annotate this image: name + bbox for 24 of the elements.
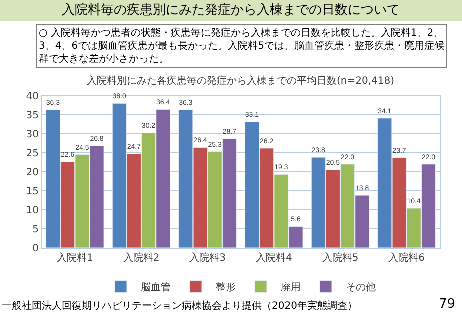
y-tick-label: 15 [26, 186, 39, 198]
y-tick-label: 35 [26, 110, 39, 122]
chart-subtitle: ○ 入院料毎かつ患者の状態・疾患毎に発症から入棟までの日数を比較した。入院料1、2、3、4、6では脳血管疾患が最も長かった。入院料5では、脳血管疾患・整形疾患・廃用症候群で大きな差が小さかった。 [39, 27, 444, 65]
text: 79 [439, 297, 456, 312]
x-tick-label: 入院料5 [322, 252, 359, 264]
x-tick-label: 入院料2 [123, 252, 160, 264]
x-tick-label: 入院料1 [56, 252, 94, 264]
y-tick-label: 0 [32, 244, 39, 254]
legend-label: 廃用 [281, 282, 301, 294]
legend-label: 整形 [216, 282, 236, 294]
y-tick-label: 5 [32, 224, 39, 236]
text: 一般社団法人回復期リハビリテーション病棟協会より提供（2020年実態調査） [2, 300, 358, 312]
y-tick-label: 25 [26, 148, 39, 160]
x-tick-label: 入院料6 [388, 252, 426, 264]
chart-title: 入院料毎の疾患別にみた発症から入棟までの日数について [62, 2, 400, 18]
x-tick-label: 入院料3 [190, 252, 226, 264]
y-tick-label: 40 [26, 92, 39, 102]
y-tick-label: 30 [26, 130, 39, 140]
y-tick-label: 10 [26, 206, 39, 216]
legend-label: 脳血管 [141, 282, 171, 294]
legend-label: その他 [346, 282, 376, 294]
x-tick-label: 入院料4 [256, 252, 292, 264]
text: 入院料別にみた各疾患毎の発症から入棟までの平均日数(n=20,418) [87, 75, 395, 87]
y-tick-label: 20 [26, 168, 39, 178]
